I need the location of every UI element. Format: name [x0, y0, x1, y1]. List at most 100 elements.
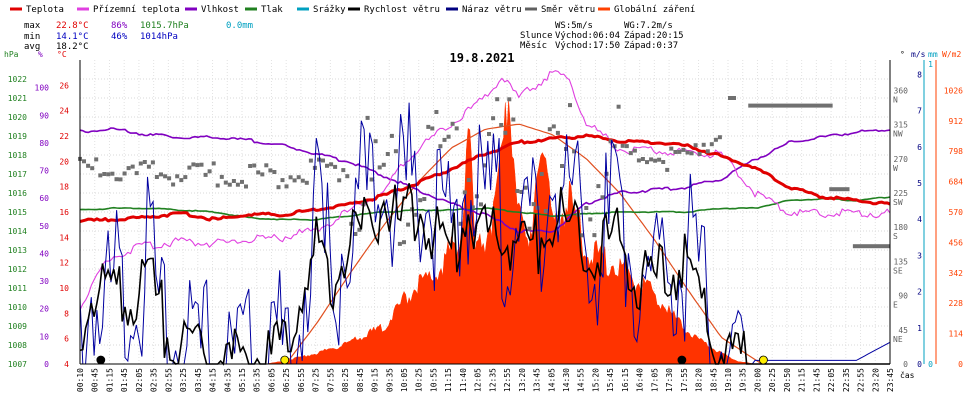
wind-direction-point [649, 157, 654, 162]
wind-direction-point [199, 162, 204, 167]
wind-direction-point [333, 164, 338, 169]
y-tick-dir-label: SW [893, 198, 903, 207]
wind-direction-point [588, 217, 593, 222]
legend-label: Náraz větru [462, 5, 522, 15]
y-tick-pct: 60 [39, 194, 49, 203]
y-tick-degc: 16 [59, 208, 69, 217]
wind-direction-point [369, 177, 374, 182]
stats-block: max 22.8°C 86% 1015.7hPa 0.0mm min 14.1°… [24, 21, 253, 52]
wind-direction-point [385, 152, 390, 156]
stats-avg-temp: 18.2°C [56, 42, 89, 52]
wind-direction-point [470, 205, 475, 210]
sunset-marker [759, 355, 768, 365]
wind-direction-point [677, 149, 682, 154]
legend: Teplota Přízemní teplota Vlhkost Tlak Srážky… [10, 5, 695, 15]
temperature-line [79, 133, 891, 223]
x-tick-label: 08:25 [341, 368, 350, 392]
y-tick-wm2: 228 [949, 299, 964, 308]
x-tick-label: 17:55 [680, 368, 689, 392]
stats-min-press: 1014hPa [140, 32, 178, 42]
wind-direction-point [580, 233, 585, 238]
x-tick-label: 01:45 [120, 368, 129, 392]
wind-wg: WG:7.2m/s [624, 21, 673, 31]
x-tick-label: 12:55 [503, 368, 512, 392]
wind-direction-point [426, 124, 431, 129]
wind-direction-point [146, 164, 151, 169]
astro-block: WS:5m/s WG:7.2m/s Slunce Východ:06:04 Zá… [520, 21, 684, 51]
wind-direction-point [466, 178, 471, 182]
y-tick-wm2: 1026 [944, 86, 963, 95]
y-tick-pct: 0 [44, 360, 49, 369]
wind-direction-point [296, 175, 301, 180]
wind-direction-point [829, 187, 850, 192]
moon-set: Západ:0:37 [624, 41, 678, 51]
wind-direction-point [357, 227, 362, 232]
y-tick-degc: 18 [59, 183, 69, 192]
wind-direction-point [681, 147, 686, 152]
wind-direction-point [329, 162, 334, 167]
x-tick-label: 10:55 [429, 368, 438, 392]
y-tick-dir: 90 [898, 292, 908, 301]
x-tick-label: 02:55 [164, 368, 173, 392]
wind-direction-point [483, 163, 487, 168]
wind-direction-point [304, 180, 309, 185]
wind-direction-point [430, 126, 435, 131]
x-tick-label: 12:35 [488, 368, 497, 392]
y-tick-dir: 0 [903, 360, 908, 369]
wind-direction-point [624, 144, 629, 149]
wind-direction-point [657, 157, 662, 162]
wind-direction-point [191, 162, 196, 167]
wind-direction-point [584, 206, 589, 210]
wind-direction-point [268, 168, 273, 173]
wind-direction-point [183, 175, 188, 180]
y-tick-hpa: 1015 [8, 208, 27, 217]
wind-direction-point [122, 171, 127, 176]
wind-direction-point [551, 124, 556, 129]
y-tick-degc: 4 [64, 360, 69, 369]
x-tick-label: 17:05 [650, 368, 659, 392]
wind-direction-point [487, 132, 491, 136]
temperature-series [79, 133, 891, 223]
x-tick-label: 21:45 [812, 368, 821, 392]
wind-direction-point [321, 158, 325, 163]
x-tick-label: 07:55 [326, 368, 335, 392]
wind-direction-point [252, 163, 257, 168]
y-tick-wm2: 342 [949, 269, 964, 278]
x-tick-label: 19:10 [724, 368, 733, 392]
x-tick-label: 14:30 [562, 368, 571, 392]
wind-direction-point [203, 172, 208, 177]
wind-direction-point [260, 172, 265, 177]
x-tick-label: 10:25 [415, 368, 424, 392]
wind-direction-point [479, 202, 483, 207]
y-tick-pct: 30 [39, 277, 49, 286]
wind-direction-point [138, 161, 143, 166]
wind-direction-point [685, 150, 690, 155]
x-tick-label: 18:45 [709, 368, 718, 392]
wind-direction-point [697, 152, 702, 156]
wind-direction-point [223, 180, 228, 185]
wind-direction-point [446, 134, 451, 139]
wind-direction-point [596, 184, 601, 189]
wind-direction-point [365, 115, 370, 120]
wind-direction-point [653, 158, 658, 163]
wind-direction-point [272, 170, 277, 174]
x-tick-label: 10:05 [400, 368, 409, 392]
wind-direction-point [450, 121, 455, 126]
y-tick-dir: 180 [894, 223, 909, 232]
y-tick-pct: 70 [39, 167, 49, 176]
y-tick-dir: 270 [894, 155, 909, 164]
unit-mm: mm [928, 50, 938, 59]
wind-direction-point [102, 172, 107, 176]
sunrise-marker [280, 355, 290, 365]
humidity-series [79, 127, 891, 234]
x-tick-label: 03:45 [194, 368, 203, 392]
y-tick-dir: 135 [894, 257, 909, 266]
wind-direction-point [539, 172, 544, 176]
wind-direction-point [669, 146, 674, 151]
x-tick-label: 22:55 [857, 368, 866, 392]
wind-direction-point [543, 209, 548, 213]
stats-max-rain: 0.0mm [226, 21, 253, 31]
wind-direction-point [337, 178, 342, 183]
wind-direction-point [568, 103, 572, 108]
